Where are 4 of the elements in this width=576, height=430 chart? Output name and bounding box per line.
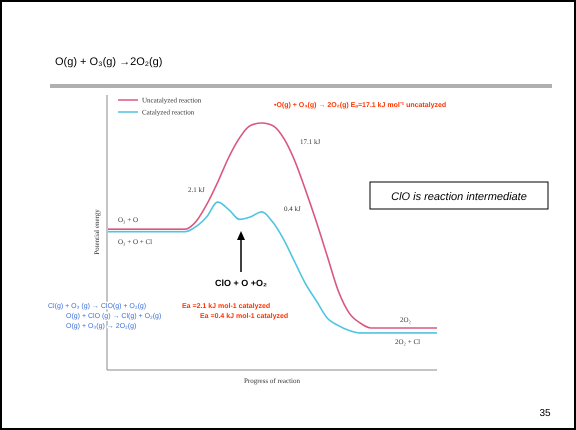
annotation: ClO is reaction intermediate: [391, 191, 527, 203]
chart-title: O(g) + O₃(g) →2O₂(g): [55, 56, 162, 68]
annotation: ClO + O +O₂: [214, 278, 268, 288]
text: 35: [539, 408, 551, 419]
